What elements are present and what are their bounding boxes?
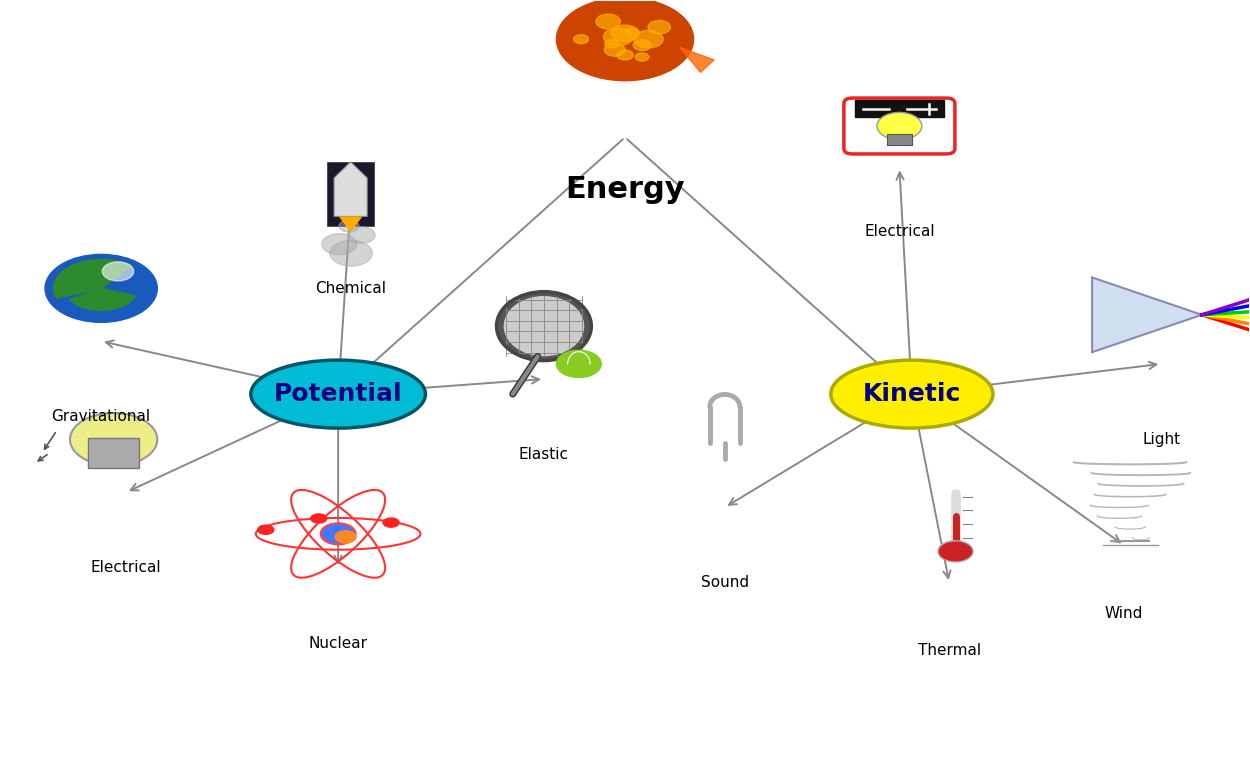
Text: Electrical: Electrical — [91, 560, 161, 575]
Text: Potential: Potential — [274, 382, 402, 406]
Circle shape — [335, 530, 356, 543]
Circle shape — [938, 540, 972, 562]
Circle shape — [616, 50, 634, 60]
Circle shape — [596, 14, 620, 29]
Polygon shape — [680, 48, 714, 72]
Circle shape — [604, 28, 632, 45]
Text: Kinetic: Kinetic — [862, 382, 961, 406]
Circle shape — [556, 0, 694, 80]
Text: Electrical: Electrical — [864, 224, 935, 240]
Circle shape — [348, 227, 375, 243]
Text: Elastic: Elastic — [519, 447, 569, 462]
Text: Thermal: Thermal — [918, 644, 981, 659]
Circle shape — [330, 240, 372, 266]
Circle shape — [382, 517, 400, 528]
Circle shape — [574, 35, 589, 44]
Text: Energy: Energy — [565, 175, 685, 204]
Ellipse shape — [251, 360, 425, 428]
Circle shape — [625, 28, 639, 36]
FancyBboxPatch shape — [89, 438, 139, 468]
FancyBboxPatch shape — [888, 134, 911, 145]
Circle shape — [310, 513, 328, 524]
Circle shape — [321, 233, 356, 255]
Text: Gravitational: Gravitational — [51, 409, 151, 424]
Circle shape — [339, 220, 359, 232]
Circle shape — [556, 350, 601, 377]
Ellipse shape — [504, 296, 584, 356]
FancyBboxPatch shape — [328, 162, 374, 226]
Circle shape — [321, 523, 355, 544]
Wedge shape — [70, 288, 135, 311]
FancyBboxPatch shape — [855, 100, 944, 117]
Circle shape — [634, 30, 664, 48]
Circle shape — [45, 255, 158, 322]
Polygon shape — [334, 162, 367, 217]
Ellipse shape — [496, 292, 591, 361]
Wedge shape — [54, 259, 131, 298]
Circle shape — [102, 262, 134, 281]
Polygon shape — [1092, 277, 1201, 352]
Text: Light: Light — [1142, 432, 1180, 447]
Circle shape — [605, 39, 619, 48]
Text: Nuclear: Nuclear — [309, 636, 368, 651]
Circle shape — [878, 112, 921, 139]
FancyBboxPatch shape — [844, 98, 955, 154]
Circle shape — [70, 413, 158, 466]
Circle shape — [648, 20, 670, 34]
Circle shape — [258, 525, 275, 535]
Text: Wind: Wind — [1105, 606, 1142, 621]
Circle shape — [634, 39, 651, 51]
Circle shape — [604, 43, 625, 56]
Text: Chemical: Chemical — [315, 280, 386, 296]
Ellipse shape — [831, 360, 992, 428]
Text: Sound: Sound — [701, 575, 749, 590]
Polygon shape — [339, 217, 362, 233]
Circle shape — [611, 25, 639, 42]
Circle shape — [635, 53, 649, 61]
